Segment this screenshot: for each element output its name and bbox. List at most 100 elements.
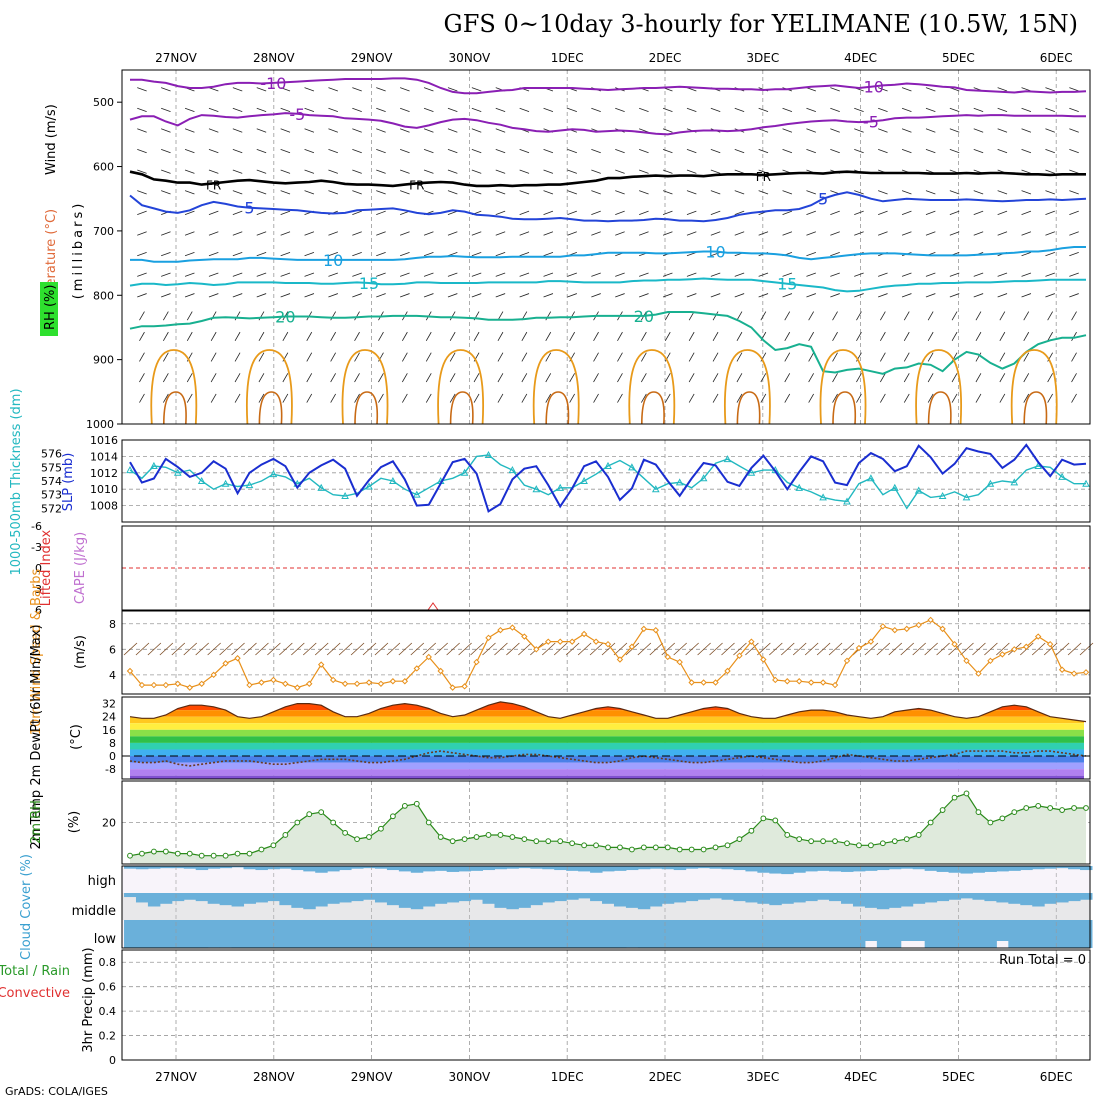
wind-barb [232, 272, 243, 277]
wind10m-point [963, 657, 970, 665]
rh2m-point [903, 836, 910, 842]
thickness-point [580, 476, 588, 484]
wind-barb [925, 272, 936, 277]
wind-barb [1045, 128, 1055, 133]
wind-barb [997, 231, 1008, 236]
wind-barb [137, 231, 147, 236]
wind10m-point [1011, 646, 1018, 653]
wind-barb [139, 311, 145, 321]
wind-barb [880, 311, 886, 321]
wind-barb [234, 311, 241, 321]
thickness-tick-label: 572 [41, 502, 62, 515]
wind-barb [617, 393, 623, 403]
wind-barb [521, 393, 528, 403]
wind10m-barb [541, 642, 556, 656]
cloud-bar-high [661, 866, 675, 870]
wind-barb [519, 293, 530, 298]
wind-barb [378, 373, 384, 383]
thickness-point [389, 476, 397, 484]
wind10m-point [174, 680, 182, 687]
panel-border [121, 949, 1091, 1061]
wind-barb [471, 190, 482, 195]
temp2m-label: 2m Temp 2m DewPt (6hr Min/Max) [29, 624, 44, 849]
wind-barb [210, 331, 217, 341]
cloud-bar-middle [637, 893, 651, 910]
thickness-point [1010, 478, 1019, 486]
wind-barb [471, 169, 482, 174]
wind-barb [280, 231, 291, 236]
wind-barb [449, 352, 456, 362]
cloud-bar-low [1032, 920, 1045, 948]
rh2m-point [569, 840, 576, 847]
wind-barb [901, 210, 912, 215]
cloud-bar-middle [924, 893, 938, 903]
wind-barb [137, 293, 147, 298]
rh2m-panel: 20 2m RH (%) [29, 780, 1091, 865]
wind-barb [1023, 352, 1030, 362]
wind-barb [782, 210, 793, 215]
precip-total-label: Total / Rain [0, 964, 70, 979]
panel-border [121, 865, 1091, 949]
bl-contour [341, 349, 389, 425]
wind-barb [951, 311, 958, 321]
wind-barb [712, 373, 719, 383]
rh2m-point [939, 807, 946, 813]
wind-barb [710, 149, 721, 154]
wind-barb [832, 393, 838, 403]
rh2m-point [1071, 805, 1077, 811]
wind-barb [161, 190, 171, 195]
rh2m-point [378, 825, 384, 832]
wind-barb [425, 352, 432, 362]
wind-barb [997, 128, 1008, 133]
cloud-bar-middle [602, 893, 615, 904]
cloud-bar-middle [410, 893, 424, 910]
wind-barb [139, 331, 145, 341]
wind-barb [1021, 169, 1032, 174]
wind10m-point [521, 633, 528, 640]
cloud-bar-high [327, 866, 340, 872]
wind-barb [925, 231, 936, 236]
pressure-tick-label: 500 [93, 96, 114, 109]
li-tick-label: -3 [31, 541, 42, 554]
wind10m-barb [470, 642, 484, 656]
wind-barb [639, 190, 649, 195]
wind-barb [1069, 251, 1079, 257]
precip-tick-label: 0.6 [99, 981, 117, 994]
wind-barb [256, 251, 267, 257]
wind-barb [591, 210, 601, 215]
cloud-bar-low [207, 920, 221, 948]
wind-barb [927, 393, 934, 403]
wind-barb [973, 107, 984, 112]
wind10m-barb [1031, 642, 1046, 656]
wind-barb [256, 87, 267, 92]
cloud-bar-low [661, 920, 675, 948]
rh2m-point [174, 850, 181, 857]
cloud-bar-middle [900, 893, 914, 907]
contour-5 [129, 191, 1087, 223]
cloud-bar-middle [876, 893, 890, 910]
wind-barb [949, 128, 960, 133]
cloud-bar-low [984, 920, 997, 948]
date-label-top: 2DEC [649, 51, 682, 65]
wind-barb [208, 293, 219, 298]
wind-barb [495, 128, 506, 133]
wind-barb [352, 293, 362, 298]
wind-barb [854, 107, 864, 112]
wind-barb [688, 373, 695, 383]
wind-barb [734, 272, 745, 277]
thickness-point [484, 450, 493, 459]
wind-barb [567, 169, 577, 174]
wind-barb [901, 231, 912, 236]
wind-barb [712, 352, 719, 362]
thickness-tick-label: 573 [41, 489, 62, 502]
wind-barb [256, 231, 267, 236]
rh2m-point [999, 815, 1006, 822]
wind10m-barb [996, 642, 1010, 656]
wind-barb [758, 128, 769, 133]
cloud-bar-low [757, 920, 770, 948]
wind-barb [471, 272, 482, 277]
contour-label: -10 [260, 74, 286, 93]
wind10m-barb [123, 642, 138, 656]
wind-barb [330, 311, 336, 321]
wind-barb [662, 231, 673, 236]
